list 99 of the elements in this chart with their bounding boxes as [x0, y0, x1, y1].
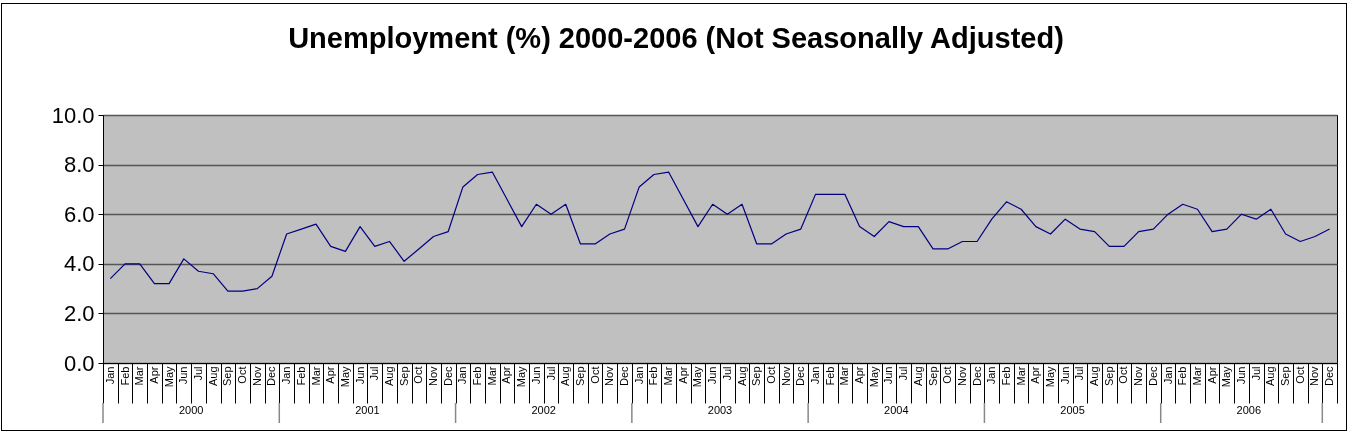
x-tick-label: Jun: [1058, 366, 1071, 385]
x-tick-label: Aug: [911, 366, 924, 387]
x-tick-label: Nov: [779, 366, 792, 387]
x-tick-label: Aug: [206, 366, 219, 387]
x-tick-label: Jul: [368, 366, 381, 381]
x-tick-label: Feb: [1176, 366, 1189, 386]
x-tick-label: Feb: [118, 366, 131, 386]
x-tick-label: May: [338, 366, 351, 388]
x-tick-label: Mar: [485, 366, 498, 386]
x-tick-label: Dec: [794, 366, 807, 387]
x-tick-label: Jul: [1073, 366, 1086, 381]
x-tick-label: Nov: [250, 366, 263, 387]
x-tick-label: Jan: [808, 366, 821, 385]
x-tick-label: Feb: [294, 366, 307, 386]
x-tick-label: Nov: [1132, 366, 1145, 387]
x-tick-label: Jul: [720, 366, 733, 381]
x-tick-label: Jan: [103, 366, 116, 385]
x-tick-label: Oct: [764, 366, 777, 384]
x-tick-label: May: [1044, 366, 1057, 388]
x-tick-label: Aug: [1264, 366, 1277, 387]
x-tick-label: Oct: [1117, 366, 1130, 384]
x-tick-label: Sep: [926, 366, 939, 387]
x-tick-label: Jun: [529, 366, 542, 385]
x-tick-label: Feb: [823, 366, 836, 386]
x-tick-label: Jun: [706, 366, 719, 385]
x-tick-label: Sep: [1279, 366, 1292, 387]
x-tick-label: Jun: [882, 366, 895, 385]
x-tick-label: Nov: [1308, 366, 1321, 387]
x-tick-label: Sep: [397, 366, 410, 387]
x-tick-label: Jan: [456, 366, 469, 385]
x-tick-label: Jun: [177, 366, 190, 385]
x-tick-label: Nov: [603, 366, 616, 387]
x-tick-label: Mar: [1190, 366, 1203, 386]
x-tick-label: Oct: [412, 366, 425, 384]
y-tick-label: 8.0: [63, 152, 95, 178]
x-tick-label: Jan: [985, 366, 998, 385]
x-tick-label: Jan: [280, 366, 293, 385]
x-tick-label: Apr: [324, 366, 337, 384]
x-tick-label: Mar: [309, 366, 322, 386]
line-series: [109, 171, 1331, 292]
x-tick-label: Feb: [999, 366, 1012, 386]
x-tick-label: Dec: [441, 366, 454, 387]
text: 2005: [1060, 404, 1085, 416]
x-tick-label: Jun: [353, 366, 366, 385]
x-tick-label: Mar: [1014, 366, 1027, 386]
chart-title: Unemployment (%) 2000-2006 (Not Seasonally Adjusted): [288, 22, 1064, 54]
x-tick-label: Mar: [133, 366, 146, 386]
x-tick-label: Dec: [618, 366, 631, 387]
x-tick-label: Jul: [1249, 366, 1262, 381]
x-tick-label: Jul: [897, 366, 910, 381]
x-tick-label: Oct: [1293, 366, 1306, 384]
x-tick-label: May: [515, 366, 528, 388]
x-tick-label: May: [162, 366, 175, 388]
x-tick-label: Sep: [221, 366, 234, 387]
x-tick-label: Sep: [1102, 366, 1115, 387]
y-tick-label: 0.0: [63, 350, 95, 376]
x-tick-label: May: [1220, 366, 1233, 388]
x-tick-label: Mar: [838, 366, 851, 386]
x-tick-label: Dec: [1323, 366, 1336, 387]
text: 2006: [1236, 404, 1262, 416]
x-tick-label: Dec: [265, 366, 278, 387]
text: 2002: [531, 404, 556, 416]
x-tick-label: Nov: [955, 366, 968, 387]
x-tick-label: Apr: [853, 366, 866, 384]
x-tick-label: Jul: [544, 366, 557, 381]
x-tick-label: Feb: [647, 366, 660, 386]
y-tick-label: 4.0: [63, 251, 95, 277]
x-tick-label: Nov: [427, 366, 440, 387]
y-tick-label: 2.0: [63, 300, 95, 326]
x-tick-label: Aug: [559, 366, 572, 387]
text: 2003: [707, 404, 733, 416]
x-tick-label: Dec: [1146, 366, 1159, 387]
y-tick-label: 6.0: [63, 201, 95, 227]
x-tick-label: Apr: [676, 366, 689, 384]
x-tick-label: Aug: [1088, 366, 1101, 387]
x-tick-label: Jun: [1235, 366, 1248, 385]
x-tick-label: May: [691, 366, 704, 388]
text: 2004: [884, 404, 909, 416]
x-tick-label: Jul: [191, 366, 204, 381]
x-tick-label: Jan: [1161, 366, 1174, 385]
x-tick-label: Aug: [382, 366, 395, 387]
x-tick-label: Sep: [750, 366, 763, 387]
x-tick-label: Apr: [147, 366, 160, 384]
x-tick-label: Apr: [500, 366, 513, 384]
x-tick-label: Oct: [236, 366, 249, 384]
x-tick-label: Mar: [662, 366, 675, 386]
x-tick-label: Aug: [735, 366, 748, 387]
x-tick-label: Oct: [588, 366, 601, 384]
y-tick-label: 10.0: [51, 102, 95, 128]
x-tick-label: Feb: [471, 366, 484, 386]
x-tick-label: Jan: [632, 366, 645, 385]
x-tick-label: Sep: [573, 366, 586, 387]
x-tick-label: May: [867, 366, 880, 388]
text: 2000: [178, 404, 204, 416]
x-tick-label: Oct: [941, 366, 954, 384]
x-tick-label: Apr: [1205, 366, 1218, 384]
x-tick-label: Apr: [1029, 366, 1042, 384]
text: 2001: [355, 404, 380, 416]
x-tick-label: Dec: [970, 366, 983, 387]
